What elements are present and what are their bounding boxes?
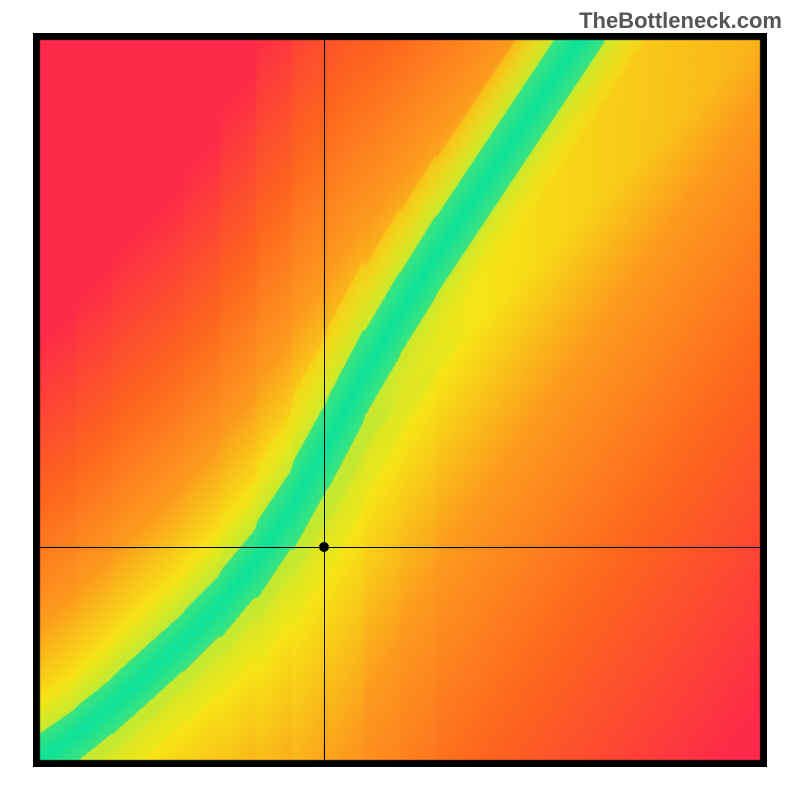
heatmap-chart [33, 33, 767, 767]
chart-container: TheBottleneck.com [0, 0, 800, 800]
crosshair-vertical [324, 40, 325, 760]
crosshair-marker [319, 542, 329, 552]
crosshair-horizontal [40, 547, 760, 548]
watermark-text: TheBottleneck.com [579, 8, 782, 34]
heatmap-canvas [33, 33, 767, 767]
